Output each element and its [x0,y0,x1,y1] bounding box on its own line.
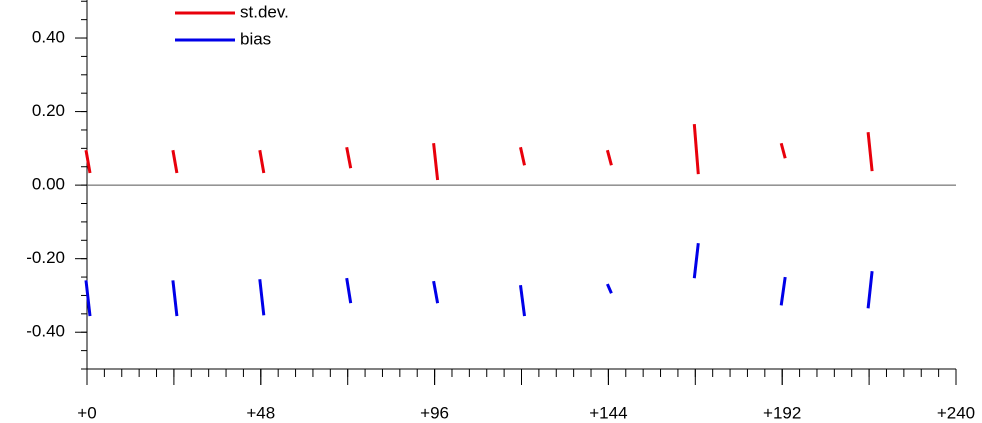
legend-label: bias [240,29,271,48]
segment [84,149,92,174]
y-tick-label: -0.40 [26,322,65,341]
y-tick-label: -0.20 [26,248,65,267]
legend-label: st.dev. [240,2,289,21]
y-tick-label: 0.20 [32,101,65,120]
segment [519,146,526,166]
segment [258,279,266,316]
x-tick-label: +48 [246,403,275,422]
segment [779,142,787,159]
x-tick-label: +0 [77,403,96,422]
segment [432,280,440,304]
x-tick-label: +240 [937,403,975,422]
segment [345,146,353,169]
y-tick-label: 0.40 [32,28,65,47]
x-tick-label: +192 [763,403,801,422]
segment [605,149,613,166]
segment [171,280,179,317]
segment [692,123,700,175]
segment [519,284,526,317]
segment [345,277,353,304]
segment [171,149,179,174]
segment [84,280,92,317]
segment [779,276,787,306]
x-tick-label: +96 [420,403,449,422]
x-tick-label: +144 [589,403,627,422]
segment [258,149,266,174]
segment [866,132,874,172]
y-tick-label: 0.00 [32,175,65,194]
segment [692,243,700,279]
segment [866,271,874,309]
segment [432,143,440,181]
segment [606,283,613,294]
